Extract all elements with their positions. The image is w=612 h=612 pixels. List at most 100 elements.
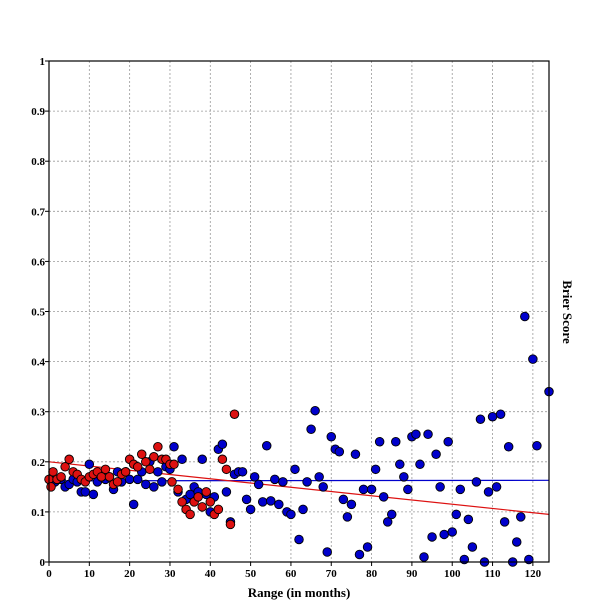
x-axis-ticks: 0 10 20 30 40 50 60 70 80 90 100 110 120 [46,562,542,580]
data-point-series-1 [298,504,308,515]
data-point-series-2 [60,462,70,472]
x-tick-label: 80 [366,568,378,580]
plot-frame [48,60,550,563]
data-point-series-1 [141,479,151,490]
data-point-series-2 [213,504,224,515]
data-point-series-1 [245,504,256,515]
data-point-series-1 [237,467,248,477]
data-point-series-1 [378,492,389,502]
data-point-series-1 [499,517,510,527]
data-point-series-1 [483,487,494,497]
y-tick-label: 1 [40,56,46,68]
data-point-series-2 [201,487,212,497]
x-tick-label: 20 [124,568,136,580]
data-point-series-1 [487,411,498,422]
data-point-series-1 [84,459,95,470]
data-point-series-1 [314,472,324,482]
data-point-series-1 [403,484,413,495]
data-point-series-1 [310,405,320,416]
data-point-series-1 [306,424,316,434]
data-point-series-1 [221,487,232,497]
y-tick-label: 0 [40,557,46,569]
data-point-series-1 [80,487,91,497]
data-point-series-2 [132,462,143,472]
data-point-series-1 [475,414,486,424]
data-point-series-1 [451,509,462,520]
data-point-series-1 [399,472,409,482]
data-point-series-1 [495,409,506,419]
data-point-series-2 [221,464,232,475]
x-tick-label: 10 [84,568,96,580]
data-point-series-1 [370,464,381,475]
data-point-series-1 [153,467,163,477]
data-point-series-1 [302,477,312,487]
data-point-series-1 [266,496,276,506]
x-tick-label: 50 [245,568,257,580]
data-point-series-1 [419,552,429,562]
data-point-series-1 [382,517,393,527]
data-point-series-1 [467,542,478,552]
data-point-series-1 [88,489,99,500]
data-point-series-1 [443,437,453,447]
data-point-series-1 [346,499,357,510]
data-point-series-1 [491,482,502,492]
data-point-series-2 [167,477,177,487]
y-tick-label: 0.3 [31,407,45,419]
data-point-series-2 [193,492,203,502]
y-tick-label: 0.1 [31,507,45,519]
data-point-series-1 [391,437,401,447]
y-tick-label: 0.5 [31,307,45,319]
data-point-series-1 [322,547,332,557]
data-point-series-1 [290,464,300,475]
data-point-series-2 [149,452,159,462]
x-tick-label: 100 [444,568,461,580]
data-point-series-2 [173,484,183,495]
data-point-series-2 [56,472,66,482]
y-axis-ticks: 1 0.9 0.8 0.7 0.6 0.5 0.4 0.3 0.2 0.1 0 [31,56,49,569]
y-tick-label: 0.4 [31,357,45,369]
data-point-series-1 [294,534,304,545]
x-tick-label: 120 [525,568,542,580]
data-point-series-1 [261,441,272,451]
y-tick-label: 0.2 [31,457,45,469]
data-point-series-1 [532,441,542,451]
x-tick-label: 30 [164,568,176,580]
data-point-series-1 [511,537,522,547]
data-point-series-1 [395,459,405,470]
x-tick-label: 90 [406,568,418,580]
data-point-series-2 [46,482,56,492]
data-point-series-1 [128,499,139,510]
data-point-series-1 [447,527,457,537]
y-tick-label: 0.6 [31,256,45,268]
data-point-series-1 [354,549,365,560]
data-point-series-1 [374,437,385,447]
data-point-series-1 [241,494,252,505]
data-point-series-2 [153,442,163,452]
x-tick-label: 70 [326,568,338,580]
data-point-series-2 [205,497,216,507]
data-point-series-1 [177,454,187,465]
data-point-series-1 [350,449,361,460]
data-point-series-1 [427,532,437,542]
data-point-series-1 [334,447,345,457]
y-axis-title: Brier Score [560,280,575,344]
data-point-series-1 [503,442,514,452]
data-point-series-1 [149,482,159,492]
data-point-series-1 [455,484,466,495]
data-point-series-1 [169,442,179,452]
data-point-series-2 [145,464,155,475]
data-point-series-1 [439,529,449,540]
y-tick-label: 0.9 [31,106,45,118]
data-point-series-1 [358,484,369,495]
data-point-series-2 [185,509,195,520]
grid [49,61,549,562]
x-tick-label: 0 [46,568,52,580]
data-point-series-1 [253,479,264,490]
y-tick-label: 0.8 [31,156,45,168]
data-point-series-1 [423,429,433,439]
data-point-series-1 [326,432,337,442]
data-point-series-2 [229,409,240,419]
x-tick-label: 40 [205,568,217,580]
data-point-series-2 [64,454,74,465]
